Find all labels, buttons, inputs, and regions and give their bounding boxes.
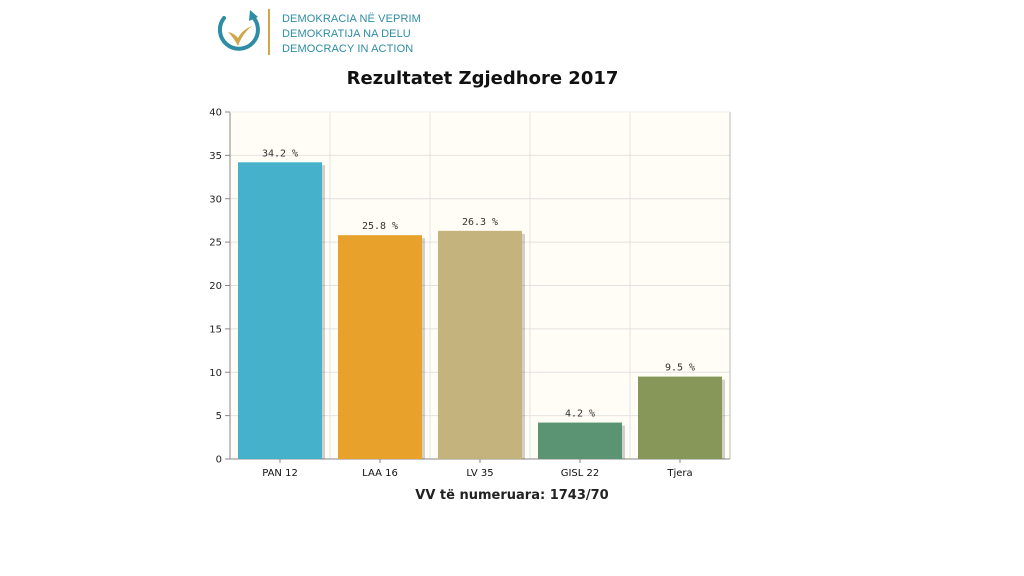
y-tick-label: 30 [209, 194, 222, 205]
y-tick-label: 15 [209, 324, 222, 335]
logo-line-serbian: DEMOKRATIJA NA DELU [282, 28, 411, 40]
bar-tjera [638, 376, 722, 459]
x-tick-label: Tjera [666, 468, 692, 479]
data-label: 26.3 % [462, 217, 498, 228]
y-tick-label: 25 [209, 238, 222, 249]
data-label: 9.5 % [665, 363, 695, 374]
logo-divider [268, 9, 270, 55]
data-label: 25.8 % [362, 221, 398, 232]
y-tick-label: 10 [209, 368, 222, 379]
x-tick-label: GISL 22 [561, 468, 600, 479]
bar-gisl-22 [538, 422, 622, 459]
circular-arrow-bird-icon [217, 10, 260, 51]
y-tick-label: 0 [216, 455, 222, 466]
y-tick-label: 40 [209, 108, 222, 119]
x-tick-label: PAN 12 [262, 468, 298, 479]
logo-line-albanian: DEMOKRACIA NË VEPRIM [282, 13, 421, 25]
counted-stations-note: VV të numeruara: 1743/70 [415, 488, 609, 503]
y-tick-label: 20 [209, 281, 222, 292]
data-label: 4.2 % [565, 409, 595, 420]
logo [217, 10, 260, 51]
bar-lv-35 [438, 230, 522, 459]
y-tick-label: 35 [209, 151, 222, 162]
bar-pan-12 [238, 162, 322, 459]
bar-laa-16 [338, 235, 422, 459]
logo-line-english: DEMOCRACY IN ACTION [282, 43, 414, 55]
x-tick-label: LAA 16 [362, 468, 398, 479]
chart-title: Rezultatet Zgjedhore 2017 [346, 68, 619, 89]
y-tick-label: 5 [216, 411, 222, 422]
logo-text: DEMOKRACIA NË VEPRIM DEMOKRATIJA NA DELU… [282, 12, 421, 57]
x-tick-label: LV 35 [466, 468, 493, 479]
data-label: 34.2 % [262, 148, 298, 159]
